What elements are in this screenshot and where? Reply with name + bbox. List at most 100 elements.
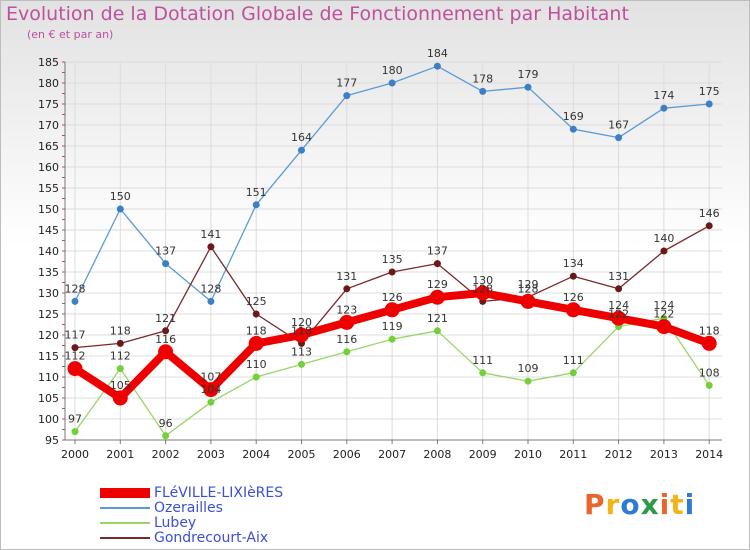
- data-point-ozerailles: [388, 79, 396, 87]
- data-label-lubey: 110: [246, 358, 267, 371]
- data-point-ozerailles: [252, 201, 260, 209]
- y-tick-label: 165: [38, 140, 59, 153]
- data-point-ozerailles: [479, 87, 487, 95]
- data-point-fleville: [203, 382, 219, 398]
- x-tick-label: 2005: [288, 448, 316, 461]
- y-tick-label: 170: [38, 119, 59, 132]
- data-label-ozerailles: 178: [472, 72, 493, 85]
- data-label-lubey: 113: [291, 345, 312, 358]
- data-label-gondrecourt: 137: [427, 245, 448, 258]
- data-label-ozerailles: 151: [246, 186, 267, 199]
- legend-swatch-lubey: [100, 522, 150, 524]
- data-label-fleville: 129: [427, 278, 448, 291]
- data-label-ozerailles: 175: [699, 85, 720, 98]
- data-label-lubey: 109: [518, 362, 539, 375]
- data-point-fleville: [701, 335, 717, 351]
- data-label-gondrecourt: 131: [336, 270, 357, 283]
- data-label-fleville: 126: [563, 291, 584, 304]
- data-label-fleville: 118: [246, 324, 267, 337]
- data-label-ozerailles: 169: [563, 110, 584, 123]
- y-tick-label: 150: [38, 203, 59, 216]
- data-point-lubey: [524, 377, 532, 385]
- data-label-lubey: 116: [336, 333, 357, 346]
- data-point-gondrecourt: [615, 285, 623, 293]
- data-label-gondrecourt: 117: [65, 329, 86, 342]
- logo-letter: o: [620, 488, 641, 521]
- legend-label-lubey: Lubey: [154, 515, 197, 531]
- data-label-fleville: 107: [200, 371, 221, 384]
- data-point-fleville: [384, 302, 400, 318]
- legend-swatch-ozerailles: [100, 507, 150, 509]
- data-label-fleville: 105: [110, 379, 131, 392]
- logo-letter: i: [684, 488, 696, 521]
- data-label-lubey: 108: [699, 366, 720, 379]
- data-point-ozerailles: [524, 83, 532, 91]
- data-label-lubey: 124: [653, 299, 674, 312]
- data-point-gondrecourt: [116, 339, 124, 347]
- logo-letter: x: [640, 488, 660, 521]
- data-label-ozerailles: 167: [608, 119, 629, 132]
- logo-letter: t: [670, 488, 685, 521]
- legend-label-ozerailles: Ozerailles: [154, 500, 223, 516]
- legend-label-gondrecourt: Gondrecourt-Aix: [154, 530, 269, 546]
- y-tick-label: 115: [38, 350, 59, 363]
- y-tick-label: 110: [38, 371, 59, 384]
- data-label-ozerailles: 164: [291, 131, 312, 144]
- data-label-fleville: 130: [472, 274, 493, 287]
- data-label-gondrecourt: 135: [382, 253, 403, 266]
- legend-swatch-fleville: [100, 488, 150, 498]
- logo-letter: P: [584, 488, 606, 521]
- x-tick-label: 2009: [469, 448, 497, 461]
- x-tick-label: 2012: [605, 448, 633, 461]
- x-tick-label: 2013: [650, 448, 678, 461]
- logo-letter: r: [605, 488, 621, 521]
- data-label-ozerailles: 128: [200, 282, 221, 295]
- data-point-ozerailles: [660, 104, 668, 112]
- data-label-ozerailles: 180: [382, 64, 403, 77]
- data-point-fleville: [339, 314, 355, 330]
- data-point-ozerailles: [298, 146, 305, 154]
- logo-letter: i: [659, 488, 671, 521]
- chart-title: Evolution de la Dotation Globale de Fonc…: [6, 3, 629, 25]
- data-point-gondrecourt: [660, 247, 668, 255]
- data-label-gondrecourt: 118: [110, 324, 131, 337]
- data-point-ozerailles: [207, 297, 215, 305]
- data-point-ozerailles: [569, 125, 577, 133]
- data-point-ozerailles: [615, 134, 623, 142]
- data-point-gondrecourt: [252, 310, 260, 318]
- data-point-ozerailles: [71, 297, 79, 305]
- y-tick-label: 140: [38, 245, 59, 258]
- data-label-gondrecourt: 141: [200, 228, 221, 241]
- data-point-lubey: [298, 360, 305, 368]
- x-tick-label: 2001: [106, 448, 134, 461]
- data-point-fleville: [429, 289, 445, 305]
- data-label-gondrecourt: 125: [246, 295, 267, 308]
- data-label-gondrecourt: 121: [155, 312, 176, 325]
- x-tick-label: 2008: [423, 448, 451, 461]
- data-label-lubey: 111: [563, 354, 584, 367]
- data-label-fleville: 118: [699, 324, 720, 337]
- data-point-lubey: [343, 348, 351, 356]
- y-tick-label: 130: [38, 287, 59, 300]
- data-point-fleville: [565, 302, 581, 318]
- data-point-ozerailles: [162, 260, 170, 268]
- data-label-lubey: 112: [110, 350, 131, 363]
- data-label-ozerailles: 137: [155, 245, 176, 258]
- y-tick-label: 95: [45, 434, 59, 447]
- data-point-lubey: [388, 335, 396, 343]
- y-tick-label: 185: [38, 56, 59, 69]
- data-label-ozerailles: 184: [427, 47, 448, 60]
- data-label-fleville: 116: [155, 333, 176, 346]
- x-tick-label: 2007: [378, 448, 406, 461]
- data-label-ozerailles: 150: [110, 190, 131, 203]
- y-tick-label: 125: [38, 308, 59, 321]
- data-point-gondrecourt: [569, 272, 577, 280]
- x-tick-label: 2002: [152, 448, 180, 461]
- data-label-gondrecourt: 134: [563, 257, 584, 270]
- data-label-fleville: 126: [382, 291, 403, 304]
- data-point-fleville: [158, 344, 174, 360]
- data-label-ozerailles: 128: [65, 282, 86, 295]
- data-label-gondrecourt: 118: [291, 324, 312, 337]
- data-point-fleville: [611, 310, 627, 326]
